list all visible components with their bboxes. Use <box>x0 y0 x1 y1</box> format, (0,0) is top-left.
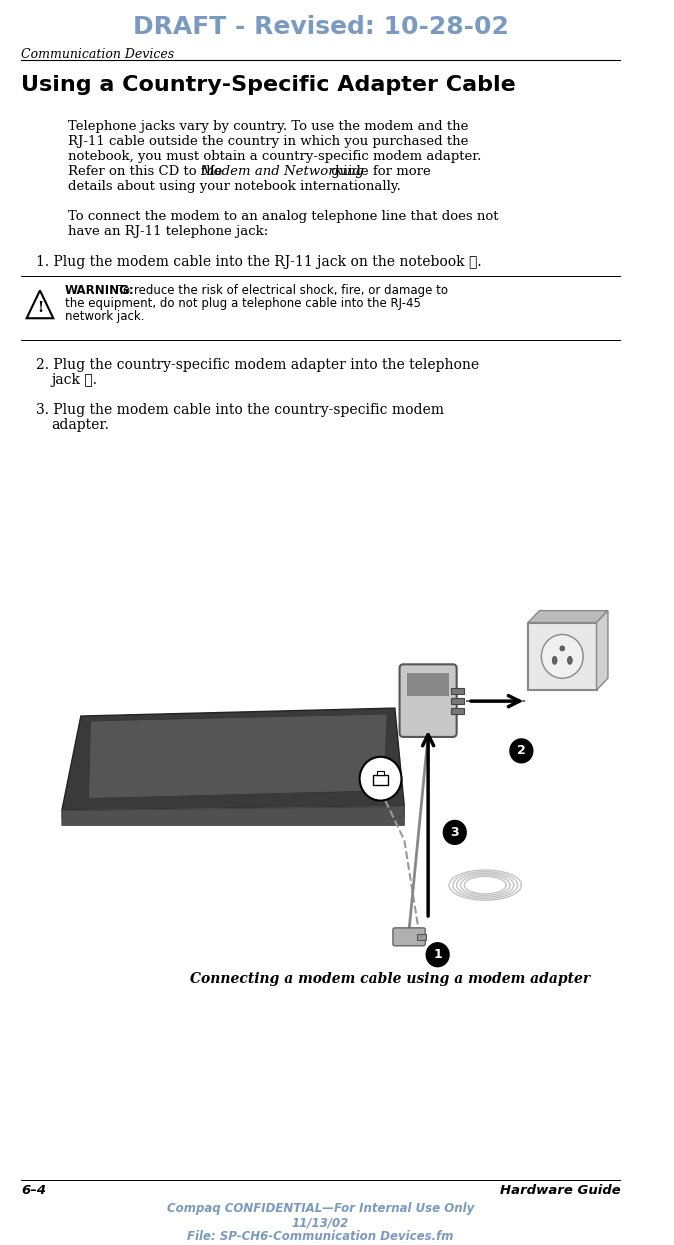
Circle shape <box>541 635 583 679</box>
Circle shape <box>426 942 449 966</box>
Bar <box>451 688 464 695</box>
Polygon shape <box>528 610 608 622</box>
Text: notebook, you must obtain a country-specific modem adapter.: notebook, you must obtain a country-spec… <box>69 151 482 163</box>
Circle shape <box>443 820 466 844</box>
Text: 2: 2 <box>517 745 526 757</box>
Text: Hardware Guide: Hardware Guide <box>499 1184 620 1198</box>
Text: Modem and Networking: Modem and Networking <box>200 166 364 178</box>
Text: WARNING:: WARNING: <box>65 284 134 298</box>
Text: 1: 1 <box>433 949 442 961</box>
Text: 6–4: 6–4 <box>21 1184 46 1198</box>
Text: !: ! <box>37 301 43 315</box>
Bar <box>451 708 464 715</box>
Text: 1. Plug the modem cable into the RJ-11 jack on the notebook ❶.: 1. Plug the modem cable into the RJ-11 j… <box>36 254 482 269</box>
Text: 11/13/02: 11/13/02 <box>292 1216 349 1229</box>
Text: have an RJ-11 telephone jack:: have an RJ-11 telephone jack: <box>69 225 269 238</box>
Text: To connect the modem to an analog telephone line that does not: To connect the modem to an analog teleph… <box>69 210 499 223</box>
Text: adapter.: adapter. <box>51 417 109 432</box>
Polygon shape <box>62 708 404 810</box>
Ellipse shape <box>552 656 557 665</box>
FancyBboxPatch shape <box>393 928 425 946</box>
Text: Compaq CONFIDENTIAL—For Internal Use Only: Compaq CONFIDENTIAL—For Internal Use Onl… <box>167 1203 474 1215</box>
Text: Connecting a modem cable using a modem adapter: Connecting a modem cable using a modem a… <box>190 971 590 986</box>
Polygon shape <box>88 715 387 798</box>
Polygon shape <box>62 807 404 825</box>
Text: ⌐: ⌐ <box>375 769 386 782</box>
Circle shape <box>360 757 402 801</box>
Text: Telephone jacks vary by country. To use the modem and the: Telephone jacks vary by country. To use … <box>69 121 469 133</box>
Text: Using a Country-Specific Adapter Cable: Using a Country-Specific Adapter Cable <box>21 75 516 95</box>
Text: network jack.: network jack. <box>65 310 144 324</box>
Text: 3: 3 <box>450 825 459 839</box>
Text: To reduce the risk of electrical shock, fire, or damage to: To reduce the risk of electrical shock, … <box>114 284 448 298</box>
FancyBboxPatch shape <box>400 665 457 737</box>
Text: jack ❷.: jack ❷. <box>51 374 97 387</box>
Text: File: SP-CH6-Communication Devices.fm: File: SP-CH6-Communication Devices.fm <box>187 1230 454 1244</box>
Bar <box>528 622 596 690</box>
Text: 3. Plug the modem cable into the country-specific modem: 3. Plug the modem cable into the country… <box>36 403 444 417</box>
Bar <box>373 774 388 784</box>
Bar <box>377 771 384 774</box>
Text: details about using your notebook internationally.: details about using your notebook intern… <box>69 181 402 193</box>
Text: DRAFT - Revised: 10-28-02: DRAFT - Revised: 10-28-02 <box>133 15 509 39</box>
Bar <box>451 698 464 705</box>
Bar <box>417 934 426 940</box>
Polygon shape <box>407 674 449 696</box>
Text: RJ-11 cable outside the country in which you purchased the: RJ-11 cable outside the country in which… <box>69 136 469 148</box>
Ellipse shape <box>568 656 572 665</box>
Text: Communication Devices: Communication Devices <box>21 47 174 61</box>
Text: 2. Plug the country-specific modem adapter into the telephone: 2. Plug the country-specific modem adapt… <box>36 359 479 372</box>
Circle shape <box>510 740 532 763</box>
Text: Refer on this CD to the: Refer on this CD to the <box>69 166 227 178</box>
Ellipse shape <box>560 646 565 651</box>
Text: the equipment, do not plug a telephone cable into the RJ-45: the equipment, do not plug a telephone c… <box>65 298 421 310</box>
Text: guide for more: guide for more <box>328 166 431 178</box>
Polygon shape <box>62 807 404 818</box>
Polygon shape <box>596 610 608 690</box>
